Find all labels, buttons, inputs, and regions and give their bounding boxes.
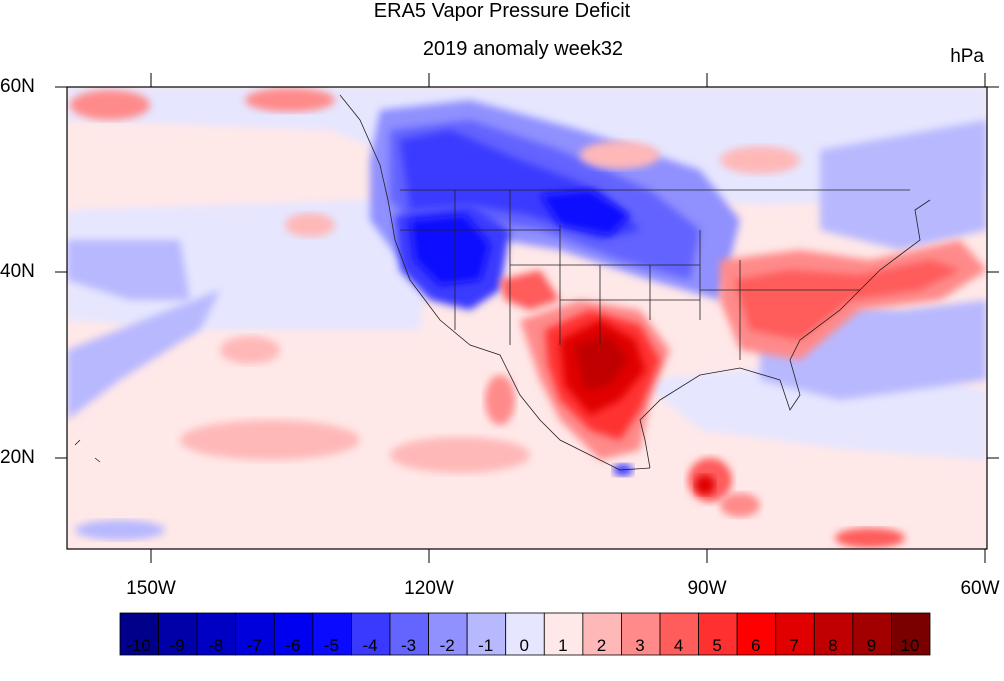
- colorbar-swatch: [852, 612, 892, 656]
- colorbar-swatch: [505, 612, 545, 656]
- lon-label-120w: 120W: [404, 578, 454, 599]
- lon-label-60w: 60W: [960, 578, 1000, 599]
- colorbar-label: -5: [323, 636, 339, 655]
- colorbar-label: -6: [285, 636, 301, 655]
- colorbar-label: -10: [126, 636, 151, 655]
- lat-label-20n: 20N: [0, 447, 35, 468]
- colorbar-label: -1: [478, 636, 494, 655]
- colorbar-label: -7: [246, 636, 262, 655]
- colorbar-label: 8: [828, 636, 838, 655]
- lat-label-60n: 60N: [0, 76, 35, 97]
- colorbar-label: 4: [673, 636, 684, 655]
- colorbar-swatch: [775, 612, 815, 656]
- colorbar-label: 10: [900, 636, 920, 655]
- map-frame: [66, 86, 988, 550]
- lon-label-150w: 150W: [126, 578, 176, 599]
- colorbar-label: -4: [362, 636, 378, 655]
- colorbar-swatch: [428, 612, 468, 656]
- map-ticks: [55, 73, 999, 563]
- lat-label-40n: 40N: [0, 261, 35, 282]
- colorbar-label: 1: [558, 636, 568, 655]
- colorbar-swatch: [351, 612, 391, 656]
- colorbar: [119, 612, 931, 656]
- colorbar-swatch: [466, 612, 507, 656]
- colorbar-label: -8: [208, 636, 224, 655]
- colorbar-swatch: [736, 612, 777, 656]
- colorbar-swatch: [582, 612, 622, 656]
- colorbar-swatch: [235, 612, 275, 656]
- colorbar-swatch: [891, 612, 931, 656]
- map-subtitle: 2019 anomaly week32: [422, 38, 624, 60]
- units-label: hPa: [950, 46, 984, 67]
- lon-label-90w: 90W: [687, 578, 727, 599]
- colorbar-label: 3: [635, 636, 645, 655]
- colorbar-swatch: [621, 612, 661, 656]
- colorbar-label: -3: [401, 636, 417, 655]
- colorbar-swatch: [196, 612, 237, 656]
- colorbar-swatch: [813, 612, 854, 656]
- colorbar-swatch: [158, 612, 198, 656]
- colorbar-swatch: [698, 612, 738, 656]
- colorbar-label: 0: [519, 636, 530, 655]
- vpd-anomaly-field: [67, 87, 987, 549]
- map-title: ERA5 Vapor Pressure Deficit: [373, 0, 631, 22]
- colorbar-label: 9: [866, 636, 877, 655]
- colorbar-label: -2: [439, 636, 455, 655]
- colorbar-label: 6: [750, 636, 761, 655]
- colorbar-label: -9: [169, 636, 185, 655]
- colorbar-swatch: [389, 612, 429, 656]
- coastlines: [74, 94, 931, 471]
- colorbar-label: 5: [712, 636, 722, 655]
- colorbar-swatch: [312, 612, 352, 656]
- colorbar-label: 7: [789, 636, 800, 655]
- colorbar-swatch: [659, 612, 699, 656]
- colorbar-swatch: [273, 612, 314, 656]
- colorbar-label: 2: [596, 636, 607, 655]
